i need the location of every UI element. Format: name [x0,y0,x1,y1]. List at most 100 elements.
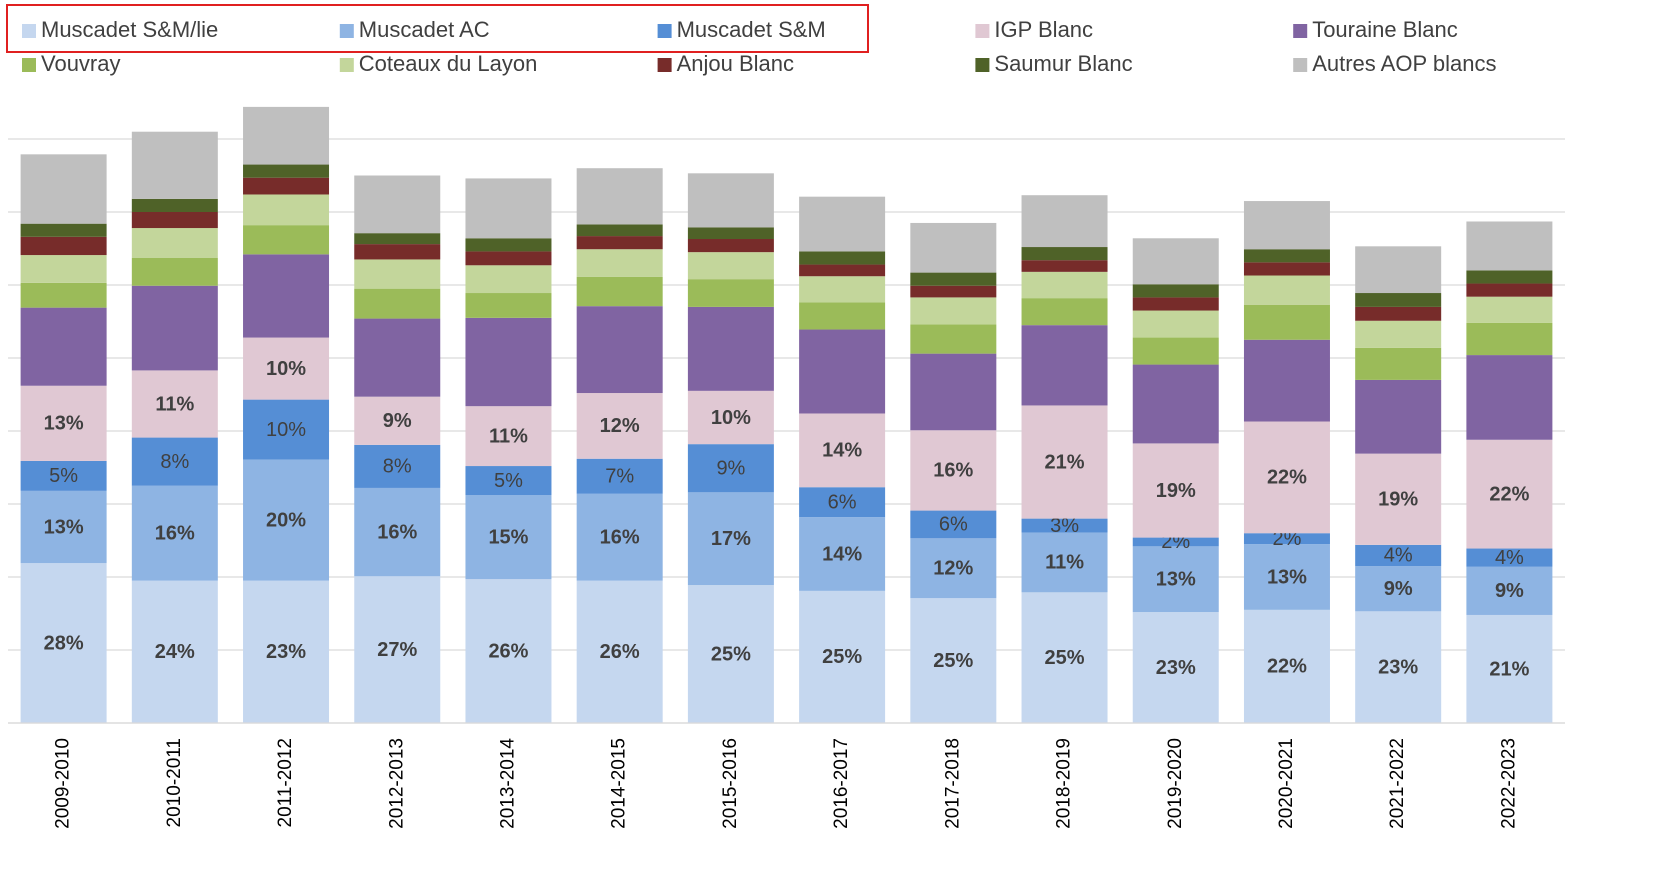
bar-segment [687,585,774,723]
bar-segment [243,225,330,255]
bar-segment [1132,337,1219,365]
data-label: 26% [600,641,640,663]
bar-segment [576,393,663,459]
bar-segment [1243,544,1330,610]
bar-segment [1243,304,1330,340]
bar-segment [799,413,886,488]
bar-segment [576,458,663,494]
bar-segment [576,236,663,250]
bar-segment [910,598,997,723]
bar-segment [687,279,774,307]
data-label: 19% [1378,489,1418,511]
bar-segment [1132,310,1219,338]
data-label: 16% [933,460,973,482]
bar-segment [799,251,886,265]
data-label: 9% [716,458,745,480]
bar-segment [243,164,330,178]
bar-segment [20,255,107,283]
bar-segment [465,238,552,252]
x-tick-label: 2011-2012 [275,738,296,827]
legend-label: Muscadet S&M/lie [41,17,218,42]
bar-segment [799,487,886,518]
data-label: 9% [383,410,412,432]
data-label: 7% [605,466,634,488]
bar-segment [20,236,107,256]
data-label: 25% [711,643,751,665]
legend-label: Anjou Blanc [677,51,794,76]
bar-segment [1243,339,1330,422]
data-label: 17% [711,528,751,550]
bar-segment [465,495,552,580]
legend-swatch [975,58,990,72]
legend-swatch [1293,58,1308,72]
bar-segment [576,224,663,237]
data-label: 5% [494,470,523,492]
legend-swatch [339,58,354,72]
bar-segment [1355,347,1442,380]
bar-segment [131,370,218,438]
bar-segment [243,337,330,400]
data-label: 4% [1384,545,1413,567]
bar-segment [910,510,997,539]
bar-segment [1132,238,1219,285]
bar-segment [465,466,552,496]
data-label: 10% [711,407,751,429]
bar-segment [131,257,218,286]
bar-segment [354,259,441,289]
bar-segment [243,106,330,165]
bar-segment [465,317,552,407]
legend-swatch [22,24,36,38]
bar-segment [1132,364,1219,444]
bar-segment [910,297,997,325]
data-label: 16% [155,522,195,544]
bar-segment [1466,566,1553,615]
bar-segment [131,485,218,581]
bar-segment [910,324,997,354]
bar-segment [354,318,441,397]
bar-segment [131,131,218,199]
data-label: 16% [377,521,417,543]
data-label: 9% [1495,580,1524,602]
bar-segment [1021,592,1108,723]
data-label: 13% [1267,566,1307,588]
bar-segment [1243,262,1330,276]
bar-segment [1021,271,1108,299]
data-label: 12% [933,558,973,580]
bar-segment [1466,614,1553,723]
bar-segment [1355,293,1442,307]
bar-segment [1466,439,1553,549]
bar-segment [131,285,218,371]
bar-segment [687,306,774,391]
bar-segment [354,244,441,260]
data-label: 23% [1156,657,1196,679]
bar-segment [1355,320,1442,348]
bar-segment [1355,246,1442,294]
x-tick-label: 2022-2023 [1498,738,1519,829]
bar-segment [243,177,330,195]
bar-segment [131,228,218,258]
x-tick-label: 2017-2018 [942,738,963,829]
bar-segment [1466,548,1553,567]
bar-segment [1021,518,1108,533]
bar-segment [910,353,997,431]
data-label: 24% [155,641,195,663]
bar-segment [1466,322,1553,356]
legend-swatch [657,24,672,38]
bar-segment [131,437,218,486]
data-label: 3% [1050,515,1079,537]
highlight-box [6,4,869,53]
bar-segment [1132,537,1219,547]
bar-segment [1021,325,1108,406]
bar-segment [20,385,107,461]
x-tick-label: 2016-2017 [831,738,852,829]
bar-segment [799,590,886,723]
bar-segment [1355,566,1442,612]
data-label: 23% [1378,656,1418,678]
bar-segment [799,517,886,591]
bar-segment [1132,297,1219,311]
bar-segment [20,223,107,237]
legend-label: Vouvray [41,51,121,76]
bar-segment [1132,443,1219,538]
bar-segment [687,252,774,280]
legend-label: Saumur Blanc [994,51,1132,76]
